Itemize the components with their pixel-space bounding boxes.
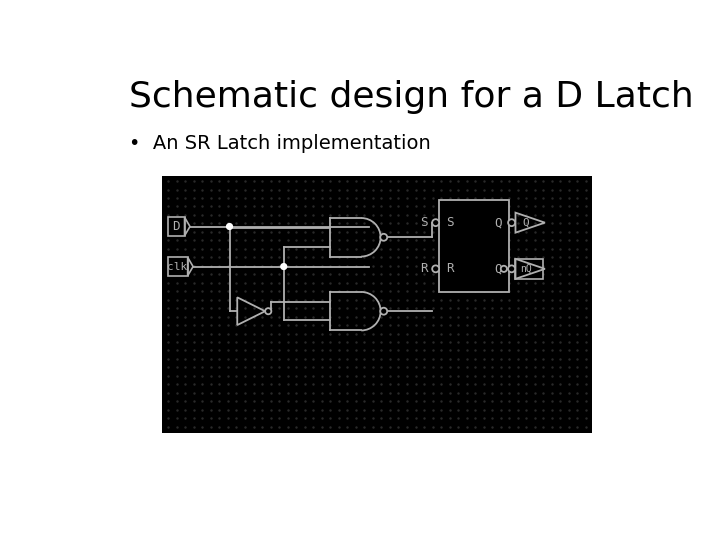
Circle shape (432, 219, 439, 226)
Bar (168, 257, 188, 276)
Text: R: R (446, 262, 454, 275)
Circle shape (281, 264, 287, 269)
Bar (516, 259, 544, 279)
Bar (162, 177, 593, 433)
Text: S: S (446, 216, 454, 229)
Text: Q: Q (494, 216, 501, 229)
Text: Schematic design for a D Latch: Schematic design for a D Latch (129, 80, 693, 114)
Text: •  An SR Latch implementation: • An SR Latch implementation (129, 134, 431, 153)
Text: Q: Q (522, 218, 529, 228)
Text: clk: clk (168, 261, 188, 272)
Circle shape (380, 308, 387, 315)
Circle shape (265, 308, 271, 314)
Circle shape (432, 265, 439, 272)
Text: R: R (420, 262, 428, 275)
Circle shape (380, 234, 387, 241)
Circle shape (500, 266, 507, 272)
Bar (168, 217, 184, 236)
Text: nQ: nQ (520, 264, 531, 274)
Text: Q: Q (494, 262, 501, 275)
Text: D: D (172, 220, 180, 233)
Circle shape (508, 219, 515, 226)
Circle shape (227, 224, 233, 229)
Text: S: S (420, 216, 428, 229)
Circle shape (508, 265, 515, 272)
Bar (438, 200, 508, 292)
